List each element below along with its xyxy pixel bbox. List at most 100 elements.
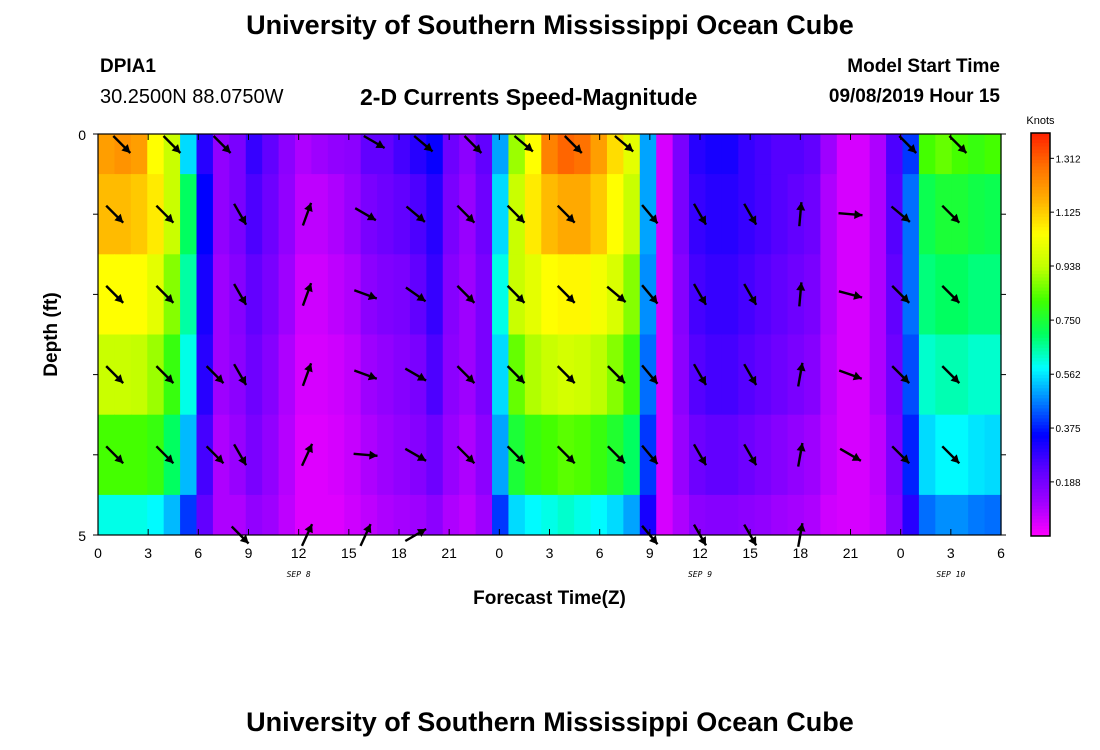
current-vector: [205, 445, 225, 465]
heat-cell: [196, 414, 214, 496]
heat-cell: [541, 254, 559, 335]
heat-cell: [98, 254, 116, 335]
heat-cell: [524, 334, 542, 416]
heat-cell: [590, 134, 608, 175]
heat-cell: [836, 254, 854, 335]
colorbar-segment: [1031, 149, 1050, 154]
heat-cell: [935, 414, 953, 496]
colorbar-segment: [1031, 364, 1050, 369]
heat-cell: [935, 334, 953, 416]
colorbar-segment: [1031, 230, 1050, 235]
heat-cell: [130, 134, 148, 175]
heat-cell: [754, 174, 772, 255]
heat-cell: [245, 254, 263, 335]
heat-cell: [130, 334, 148, 416]
x-tick-label: 3: [144, 545, 152, 561]
current-vector: [112, 135, 132, 154]
heat-cell: [98, 414, 116, 496]
heat-cell: [623, 334, 641, 416]
colorbar-segment: [1031, 428, 1050, 433]
heat-cell: [672, 174, 690, 255]
heat-cell: [311, 494, 329, 536]
colorbar-segment: [1031, 341, 1050, 346]
heat-cell: [377, 254, 395, 335]
current-vector: [233, 443, 248, 466]
colorbar-segment: [1031, 438, 1050, 443]
heat-cell: [771, 134, 789, 175]
heat-cell: [541, 134, 559, 175]
current-vector: [413, 135, 434, 153]
heat-cell: [869, 414, 887, 496]
heat-cell: [393, 414, 411, 496]
colorbar-segment: [1031, 220, 1050, 225]
colorbar-segment: [1031, 368, 1050, 372]
heat-cell: [442, 414, 460, 496]
heat-cell: [803, 134, 821, 175]
heat-cell: [886, 254, 904, 335]
colorbar-segment: [1031, 418, 1050, 423]
colorbar-tick-label: 1.125: [1055, 208, 1080, 219]
heat-cell: [163, 134, 181, 175]
colorbar-segment: [1031, 441, 1050, 446]
colorbar-segment: [1031, 213, 1050, 218]
heat-cell: [820, 254, 838, 335]
current-vector: [796, 202, 806, 227]
heat-cell: [705, 174, 723, 255]
heat-cell: [475, 334, 493, 416]
heat-cell: [902, 494, 920, 536]
heat-cell: [869, 134, 887, 175]
heat-cell: [278, 494, 296, 536]
colorbar-segment: [1031, 156, 1050, 161]
colorbar-segment: [1031, 287, 1050, 292]
colorbar-segment: [1031, 499, 1050, 503]
heat-cell: [180, 174, 198, 255]
heat-cell: [574, 254, 592, 335]
heat-cell: [951, 254, 969, 335]
heat-cell: [606, 494, 624, 536]
heat-cell: [771, 494, 789, 536]
heat-cell: [754, 494, 772, 536]
current-vector: [506, 445, 526, 465]
heat-cell: [114, 174, 132, 255]
model-start-label: Model Start Time: [847, 56, 1000, 77]
colorbar-segment: [1031, 307, 1050, 312]
current-vector: [155, 204, 175, 224]
colorbar-segment: [1031, 388, 1050, 393]
colorbar-segment: [1031, 354, 1050, 359]
heat-cell: [212, 134, 230, 175]
heat-cell: [311, 254, 329, 335]
colorbar-segment: [1031, 247, 1050, 252]
heat-cell: [902, 414, 920, 496]
heat-cell: [295, 334, 313, 416]
current-vector: [556, 285, 576, 304]
heat-cell: [409, 174, 427, 255]
heat-cell: [672, 494, 690, 536]
heat-cell: [968, 414, 986, 496]
heat-cell: [360, 494, 378, 536]
colorbar-segment: [1031, 186, 1050, 191]
heat-cell: [492, 174, 510, 255]
heat-cell: [738, 174, 756, 255]
colorbar-segment: [1031, 522, 1050, 527]
colorbar-segment: [1031, 512, 1050, 517]
current-vector: [105, 445, 125, 465]
heat-cell: [229, 334, 247, 416]
y-tick-label: 0: [78, 127, 86, 143]
colorbar-segment: [1031, 381, 1050, 386]
colorbar-segment: [1031, 284, 1050, 288]
current-vector: [941, 445, 961, 465]
colorbar-tick-label: 0.375: [1055, 424, 1080, 435]
heat-cell: [262, 254, 280, 335]
colorbar-segment: [1031, 405, 1050, 409]
colorbar-segment: [1031, 133, 1050, 137]
colorbar-segment: [1031, 270, 1050, 275]
colorbar-segment: [1031, 495, 1050, 500]
heat-cell: [344, 174, 362, 255]
heat-cell: [787, 414, 805, 496]
heat-cell: [721, 414, 739, 496]
current-vector: [556, 445, 576, 465]
heat-cell: [803, 254, 821, 335]
colorbar-segment: [1031, 525, 1050, 530]
heat-cell: [886, 494, 904, 536]
heat-cell: [672, 134, 690, 175]
